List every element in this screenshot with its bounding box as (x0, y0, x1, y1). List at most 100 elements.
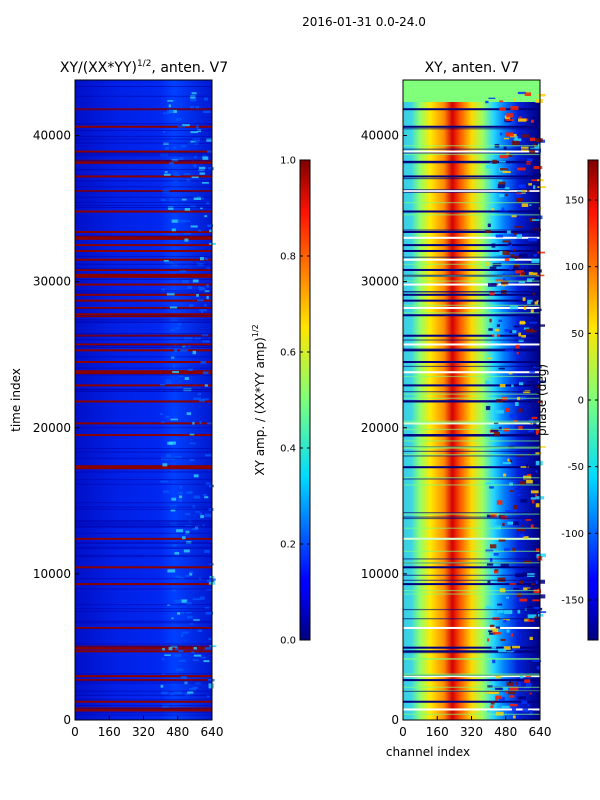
noise-speck (165, 381, 172, 384)
noise-speck (532, 293, 536, 295)
noise-line (75, 705, 212, 707)
noise-line (75, 556, 212, 558)
noise-speck (184, 377, 189, 380)
flagged-row (75, 626, 212, 629)
noise-speck (503, 278, 506, 282)
noise-speck (528, 183, 533, 186)
noise-speck (489, 266, 497, 271)
noise-speck (499, 154, 509, 159)
noise-speck (174, 349, 178, 353)
flagged-row (75, 273, 212, 278)
noise-speck (193, 495, 201, 499)
noise-speck (168, 646, 173, 651)
noise-speck (192, 350, 197, 355)
noise-line (403, 280, 540, 282)
noise-speck (202, 156, 209, 160)
noise-speck (502, 461, 511, 465)
noise-line (75, 532, 212, 534)
noise-line (403, 455, 540, 457)
noise-line (403, 178, 540, 180)
noise-line (75, 201, 212, 203)
noise-speck (498, 426, 502, 431)
noise-speck (535, 470, 538, 473)
noise-line (75, 335, 212, 337)
noise-line (403, 397, 540, 399)
noise-speck (207, 224, 214, 227)
noise-speck (502, 284, 506, 287)
noise-speck (193, 164, 197, 168)
noise-speck (170, 509, 176, 512)
noise-speck (532, 660, 542, 662)
noise-speck (181, 610, 184, 615)
noise-speck (499, 168, 508, 171)
noise-speck (199, 596, 205, 600)
noise-speck (533, 185, 536, 189)
noise-speck (534, 616, 539, 619)
noise-line (75, 457, 212, 459)
figure-suptitle: 2016-01-31 0.0-24.0 (302, 15, 426, 29)
noise-speck (527, 299, 533, 305)
noise-speck (533, 387, 538, 392)
noise-line (75, 646, 212, 648)
noise-speck (509, 459, 513, 463)
noise-speck (192, 686, 198, 690)
noise-speck (500, 638, 506, 641)
noise-speck (179, 157, 184, 161)
flagged-row (75, 679, 212, 682)
noise-line (403, 690, 540, 692)
noise-line (403, 513, 540, 515)
colorbar-tick-label: 0 (578, 396, 584, 407)
noise-line (75, 447, 212, 449)
flagged-row (75, 343, 212, 346)
flagged-row (403, 160, 540, 163)
noise-line (75, 682, 212, 684)
noise-speck (189, 433, 195, 436)
flagged-row (403, 190, 540, 193)
noise-speck (521, 189, 526, 194)
noise-speck (509, 305, 519, 310)
noise-speck (531, 258, 540, 263)
noise-line (403, 673, 540, 675)
noise-speck (491, 208, 495, 211)
noise-speck (172, 543, 177, 548)
colorbar-tick-label: 0.6 (280, 348, 296, 359)
noise-speck (506, 596, 510, 599)
noise-speck (526, 463, 529, 468)
noise-speck (490, 513, 497, 518)
noise-speck (205, 258, 209, 261)
noise-speck (169, 505, 178, 508)
noise-line (403, 527, 540, 529)
noise-line (75, 483, 212, 485)
noise-speck (534, 229, 539, 233)
noise-line (75, 347, 212, 349)
noise-speck (486, 563, 494, 566)
noise-speck (181, 279, 189, 284)
noise-speck (495, 695, 503, 700)
noise-line (403, 589, 540, 592)
noise-speck (195, 511, 200, 513)
noise-speck (185, 611, 192, 614)
noise-speck (527, 381, 535, 383)
noise-speck (184, 532, 188, 536)
noise-speck (524, 618, 530, 622)
noise-speck (499, 194, 505, 198)
noise-speck (174, 654, 182, 657)
noise-speck (487, 685, 493, 688)
noise-speck (529, 204, 532, 207)
noise-speck (538, 446, 546, 448)
flagged-row (75, 244, 212, 247)
noise-speck (192, 598, 201, 601)
noise-speck (499, 107, 506, 111)
noise-speck (511, 215, 517, 218)
amplitude-y-ticks: 0 10000 20000 30000 40000 (33, 129, 79, 727)
noise-speck (531, 179, 538, 182)
flagged-row (75, 370, 212, 375)
amplitude-noise-texture (75, 86, 217, 716)
noise-speck (164, 261, 173, 264)
noise-speck (172, 364, 176, 369)
noise-speck (178, 375, 184, 377)
noise-line (403, 579, 540, 581)
noise-speck (533, 606, 540, 610)
noise-speck (501, 705, 510, 709)
noise-speck (209, 229, 213, 233)
